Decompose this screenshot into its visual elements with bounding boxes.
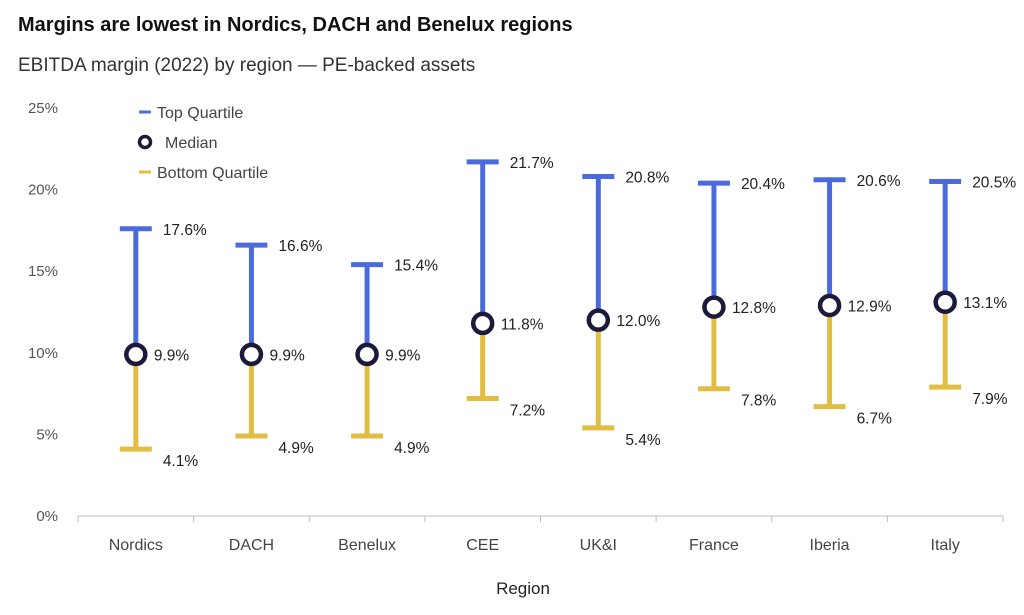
x-tick-label: DACH — [229, 537, 274, 554]
x-axis-label: Region — [496, 579, 550, 598]
range-nordics: 17.6% 9.9% 4.1% — [119, 222, 207, 470]
axes: 0% 5% 10% 15% 20% 25% Nordics DACH Benelux CEE UK&… — [28, 100, 1004, 554]
median-marker — [239, 342, 264, 367]
median-label: 12.0% — [616, 313, 660, 330]
median-label: 9.9% — [154, 347, 190, 364]
y-tick-label: 25% — [28, 100, 58, 117]
y-tick-label: 10% — [28, 345, 58, 362]
median-marker — [355, 342, 379, 367]
median-marker — [124, 342, 148, 367]
range-france: 20.4% 12.8% 7.8% — [697, 176, 785, 410]
range-italy: 20.5% 13.1% 7.9% — [929, 174, 1016, 408]
bottom-quartile-label: 7.2% — [510, 402, 546, 419]
top-quartile-label: 15.4% — [394, 258, 438, 275]
top-quartile-label: 21.7% — [510, 155, 554, 172]
x-tick-label: CEE — [466, 537, 499, 554]
bottom-quartile-label: 5.4% — [625, 432, 661, 449]
x-tick-label: UK&I — [580, 537, 617, 554]
bottom-quartile-label: 4.1% — [163, 453, 199, 470]
x-tick-label: Italy — [931, 537, 960, 554]
median-label: 11.8% — [501, 316, 544, 333]
median-label: 9.9% — [269, 347, 305, 364]
top-quartile-label: 20.5% — [972, 174, 1016, 191]
median-marker — [470, 311, 495, 336]
legend-bottom-quartile-label: Bottom Quartile — [157, 165, 268, 182]
top-quartile-label: 20.8% — [625, 170, 669, 187]
x-tick-label: France — [689, 537, 739, 554]
legend: Top Quartile Median Bottom Quartile — [137, 105, 268, 182]
median-marker — [586, 308, 611, 332]
bottom-quartile-label: 6.7% — [857, 411, 893, 428]
range-cee: 21.7% 11.8% 7.2% — [466, 155, 554, 419]
bottom-quartile-label: 7.8% — [741, 393, 777, 410]
legend-top-quartile-label: Top Quartile — [157, 105, 243, 122]
median-label: 9.9% — [385, 347, 421, 364]
range-iberia: 20.6% 12.9% 6.7% — [813, 173, 901, 428]
range-benelux: 15.4% 9.9% 4.9% — [351, 258, 438, 457]
bottom-quartile-label: 4.9% — [278, 440, 314, 457]
median-label: 12.8% — [732, 300, 776, 317]
top-quartile-label: 17.6% — [163, 222, 207, 239]
chart-subtitle: EBITDA margin (2022) by region — PE-back… — [18, 55, 476, 76]
top-quartile-label: 16.6% — [278, 238, 322, 255]
top-quartile-label: 20.4% — [741, 176, 785, 193]
x-tick-label: Nordics — [109, 537, 163, 554]
top-quartile-label: 20.6% — [857, 173, 901, 190]
median-marker — [702, 295, 726, 319]
legend-median-label: Median — [165, 135, 217, 152]
range-bars: 17.6% 9.9% 4.1% 16.6% 9.9% 4.9% 15.4% 9.9% 4.9% 2… — [119, 155, 1016, 470]
legend-median-swatch — [137, 134, 153, 150]
x-tick-label: Benelux — [338, 537, 396, 554]
y-tick-label: 15% — [28, 263, 58, 280]
bottom-quartile-label: 7.9% — [972, 391, 1008, 408]
y-tick-label: 5% — [36, 426, 58, 443]
y-tick-label: 20% — [28, 182, 58, 199]
range-uk-i: 20.8% 12.0% 5.4% — [582, 170, 669, 449]
x-tick-label: Iberia — [810, 537, 850, 554]
chart-title: Margins are lowest in Nordics, DACH and … — [18, 14, 573, 36]
bottom-quartile-label: 4.9% — [394, 440, 430, 457]
y-tick-label: 0% — [36, 508, 58, 525]
median-marker — [817, 293, 842, 318]
range-dach: 16.6% 9.9% 4.9% — [235, 238, 323, 457]
median-label: 12.9% — [848, 298, 892, 315]
median-marker — [933, 290, 957, 314]
median-label: 13.1% — [963, 295, 1007, 312]
